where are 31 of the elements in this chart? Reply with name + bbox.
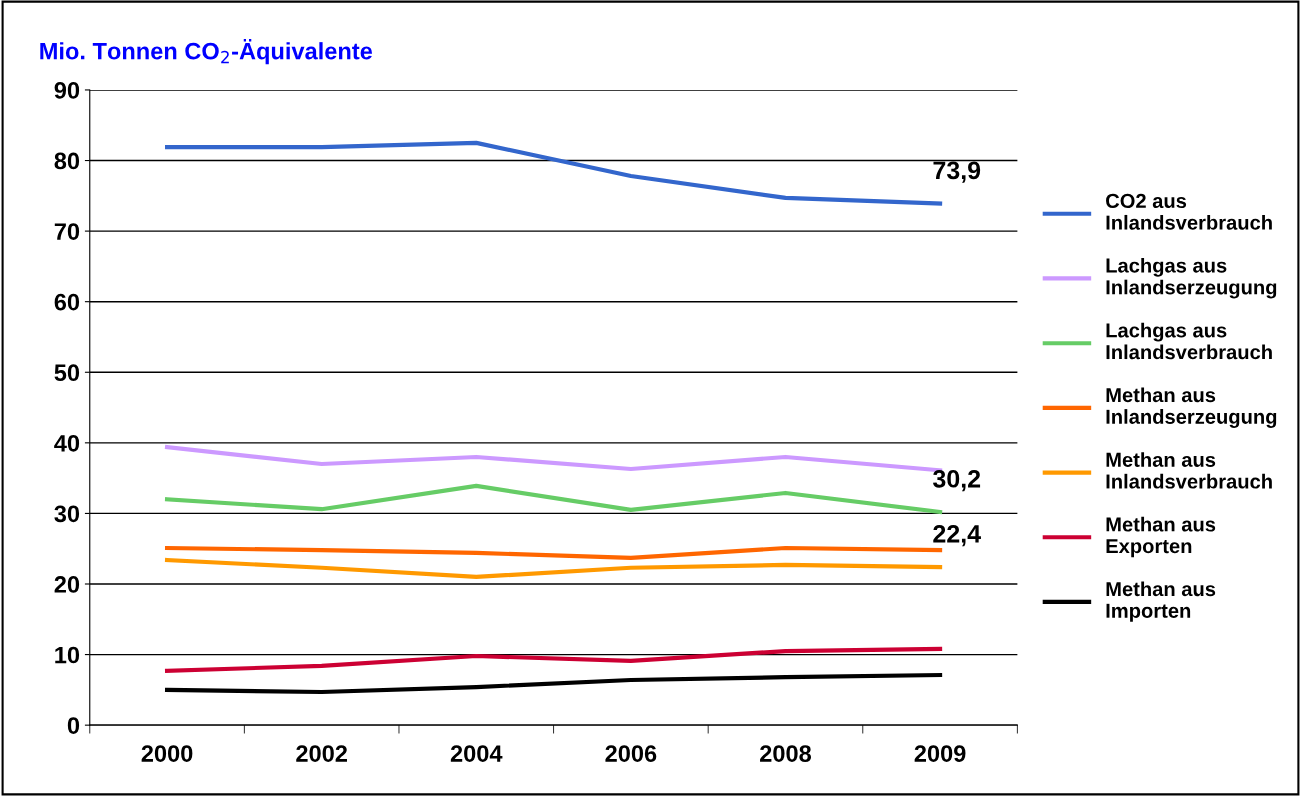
x-tick-label: 2004: [450, 745, 503, 762]
legend-label: Methan aus Inlandsverbrauch: [1106, 452, 1272, 489]
annotation: 30,2: [933, 469, 981, 492]
y-tick-label: 30: [54, 505, 80, 523]
chart-title: Mio. Tonnen CO$_{2}$-Äquivalente: [40, 39, 373, 65]
y-tick-label: 80: [54, 152, 80, 170]
legend-label: Methan aus Importen: [1106, 581, 1216, 622]
line-series: [164, 646, 943, 673]
x-tick-label: 2008: [760, 745, 812, 762]
y-tick-label: 0: [67, 717, 80, 734]
line-series: [164, 672, 943, 695]
x-tick-label: 2002: [296, 745, 347, 762]
x-tick-label: 2000: [141, 745, 193, 762]
annotation: 73,9: [933, 161, 981, 183]
y-tick-label: 60: [54, 293, 80, 311]
legend-label: CO2 aus Inlandsverbrauch: [1106, 193, 1272, 230]
y-tick-label: 70: [54, 223, 80, 240]
y-tick-label: 50: [54, 364, 80, 382]
annotation: 22,4: [933, 524, 981, 547]
y-tick-label: 10: [55, 646, 80, 664]
y-tick-label: 20: [54, 576, 80, 593]
x-tick-label: 2006: [605, 745, 657, 762]
line-series: [164, 545, 943, 560]
legend-label: Lachgas aus Inlandserzeugung: [1106, 257, 1277, 299]
line-series: [164, 557, 943, 580]
y-tick-label: 90: [54, 82, 80, 99]
legend-label: Methan aus Exporten: [1106, 516, 1216, 558]
y-tick-label: 40: [54, 434, 80, 452]
legend-label: Methan aus Inlandserzeugung: [1106, 387, 1277, 428]
x-tick-label: 2009: [914, 745, 966, 762]
legend-label: Lachgas aus Inlandsverbrauch: [1106, 322, 1272, 360]
